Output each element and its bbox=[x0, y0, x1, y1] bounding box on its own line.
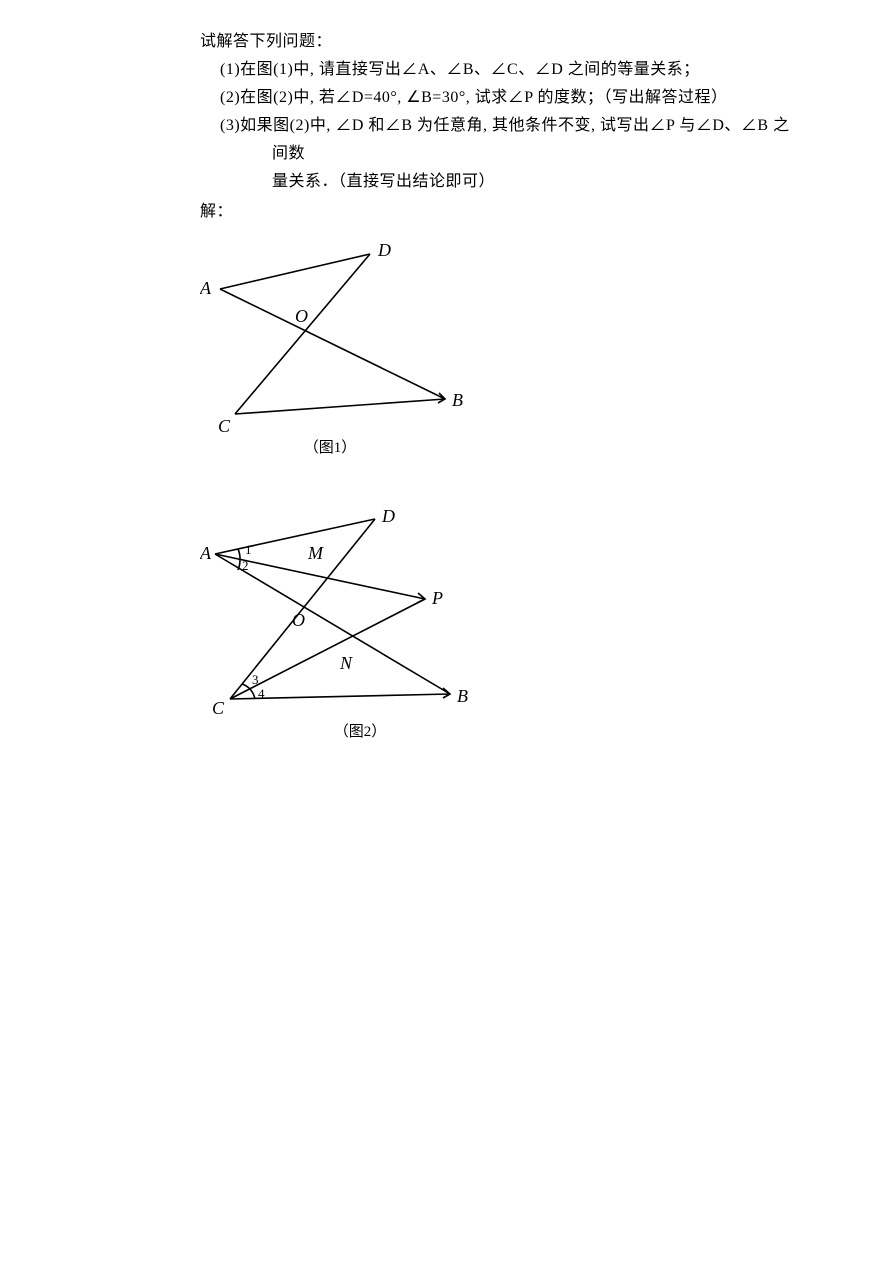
part2-line: (2)在图(2)中, 若∠D=40°, ∠B=30°, 试求∠P 的度数；（写出… bbox=[200, 84, 792, 112]
line-AD bbox=[220, 254, 370, 289]
figure-2: A D C B P O M N 1 2 3 4 （图2） bbox=[200, 504, 792, 744]
part3-line-a: (3)如果图(2)中, ∠D 和∠B 为任意角, 其他条件不变, 试写出∠P 与… bbox=[200, 112, 792, 168]
label2-1: 1 bbox=[245, 542, 252, 557]
label2-A: A bbox=[200, 543, 212, 563]
label-A: A bbox=[200, 278, 212, 298]
line-AB bbox=[220, 289, 445, 399]
label-D: D bbox=[377, 240, 391, 260]
label2-O: O bbox=[292, 610, 305, 630]
arc-angle3 bbox=[242, 684, 250, 689]
intro-line: 试解答下列问题： bbox=[200, 28, 792, 56]
label-B: B bbox=[452, 390, 463, 410]
label2-N: N bbox=[339, 653, 353, 673]
line-CB bbox=[235, 399, 445, 414]
label2-B: B bbox=[457, 686, 468, 706]
line-DC bbox=[235, 254, 370, 414]
arrow2-B bbox=[443, 688, 450, 698]
label2-2: 2 bbox=[242, 558, 249, 573]
page: 试解答下列问题： (1)在图(1)中, 请直接写出∠A、∠B、∠C、∠D 之间的… bbox=[0, 0, 892, 784]
figure-2-caption: （图2） bbox=[334, 723, 387, 740]
label2-P: P bbox=[431, 588, 443, 608]
label-O: O bbox=[295, 306, 308, 326]
label2-C: C bbox=[212, 698, 225, 718]
label2-3: 3 bbox=[252, 672, 259, 687]
figure-1-svg: A D C B O （图1） bbox=[200, 234, 480, 459]
part1-line: (1)在图(1)中, 请直接写出∠A、∠B、∠C、∠D 之间的等量关系； bbox=[200, 56, 792, 84]
part3-line-b: 量关系．（直接写出结论即可） bbox=[200, 168, 792, 196]
line2-CP bbox=[230, 599, 425, 699]
label2-4: 4 bbox=[258, 686, 265, 701]
label-C: C bbox=[218, 416, 231, 436]
label2-M: M bbox=[307, 543, 324, 563]
label2-D: D bbox=[381, 506, 395, 526]
figure-1: A D C B O （图1） bbox=[200, 234, 792, 459]
figure-2-svg: A D C B P O M N 1 2 3 4 （图2） bbox=[200, 504, 500, 744]
solution-label: 解： bbox=[200, 198, 792, 226]
arc-angle4 bbox=[250, 689, 255, 699]
figure-1-caption: （图1） bbox=[304, 439, 357, 456]
